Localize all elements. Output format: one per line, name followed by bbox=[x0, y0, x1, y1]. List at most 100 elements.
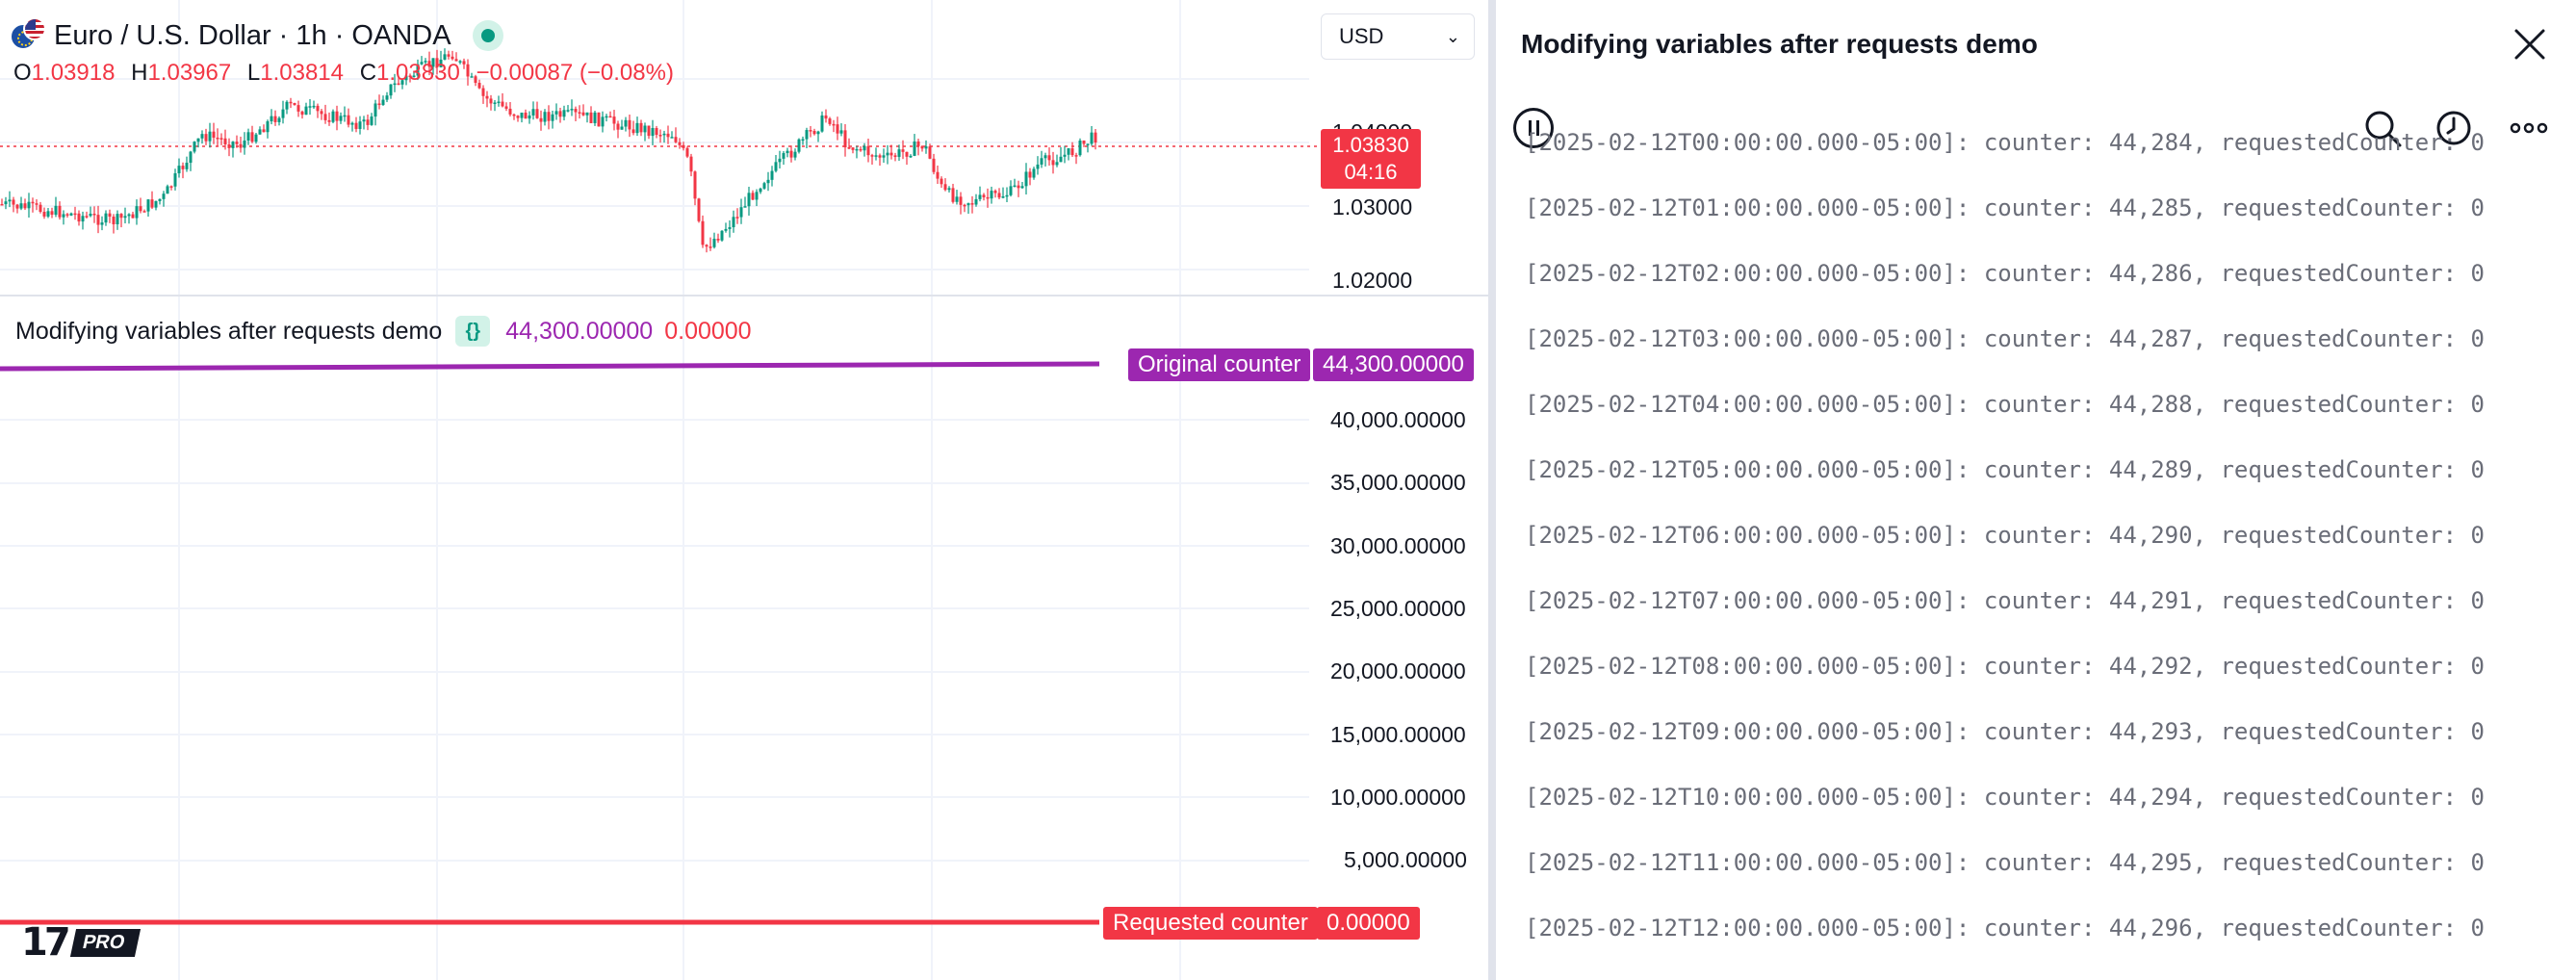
pine-logs-panel: Modifying variables after requests demo … bbox=[1496, 0, 2576, 980]
clock-icon bbox=[2436, 111, 2471, 145]
indicator-pane[interactable] bbox=[0, 297, 1488, 980]
candle bbox=[227, 144, 231, 148]
tradingview-logo[interactable]: 17 PRO bbox=[21, 920, 142, 965]
price-chart[interactable] bbox=[0, 0, 1488, 295]
candle bbox=[743, 206, 747, 208]
candle bbox=[350, 122, 354, 125]
candle bbox=[551, 114, 554, 121]
candle bbox=[897, 149, 901, 157]
log-line[interactable]: [2025-02-12T09:00:00.000-05:00]: counter… bbox=[1525, 718, 2485, 745]
candle bbox=[997, 193, 1001, 198]
candle bbox=[662, 133, 666, 136]
candle bbox=[65, 214, 69, 216]
candle bbox=[289, 101, 293, 104]
symbol-title[interactable]: Euro / U.S. Dollar · 1h · OANDA bbox=[54, 19, 451, 51]
market-open-status-icon[interactable] bbox=[472, 20, 503, 51]
indicator-name[interactable]: Modifying variables after requests demo bbox=[15, 317, 443, 345]
log-line[interactable]: [2025-02-12T07:00:00.000-05:00]: counter… bbox=[1525, 587, 2485, 614]
candle bbox=[1013, 185, 1017, 188]
candle bbox=[712, 239, 716, 247]
candle bbox=[320, 111, 323, 115]
candle bbox=[397, 83, 400, 86]
symbol-legend[interactable]: Euro / U.S. Dollar · 1h · OANDA bbox=[10, 17, 503, 54]
candle bbox=[535, 109, 539, 118]
candle bbox=[58, 205, 62, 218]
candle bbox=[855, 148, 859, 151]
high-label: H bbox=[131, 60, 148, 86]
source-code-icon[interactable]: {} bbox=[455, 316, 491, 347]
indicator-axis-label: 15,000.00000 bbox=[1330, 722, 1466, 747]
log-list[interactable]: [2025-02-12T00:00:00.000-05:00]: counter… bbox=[1525, 110, 2555, 961]
close-button[interactable] bbox=[2509, 23, 2551, 65]
pane-separator[interactable] bbox=[0, 295, 1488, 297]
candle bbox=[231, 142, 235, 148]
requested-counter-tag: Requested counter bbox=[1103, 907, 1318, 940]
log-line[interactable]: [2025-02-12T01:00:00.000-05:00]: counter… bbox=[1525, 194, 2485, 221]
candle bbox=[932, 158, 936, 172]
candle bbox=[531, 109, 535, 116]
log-line[interactable]: [2025-02-12T05:00:00.000-05:00]: counter… bbox=[1525, 456, 2485, 483]
candle bbox=[262, 129, 266, 133]
candle bbox=[19, 203, 23, 209]
candle bbox=[993, 191, 997, 193]
log-line[interactable]: [2025-02-12T00:00:00.000-05:00]: counter… bbox=[1525, 129, 2485, 156]
candle bbox=[905, 151, 909, 157]
pause-button[interactable] bbox=[1511, 106, 1556, 150]
candle bbox=[824, 115, 828, 119]
log-line[interactable]: [2025-02-12T12:00:00.000-05:00]: counter… bbox=[1525, 915, 2485, 941]
more-options-button[interactable] bbox=[2507, 106, 2551, 150]
log-line[interactable]: [2025-02-12T10:00:00.000-05:00]: counter… bbox=[1525, 784, 2485, 811]
candle bbox=[381, 99, 385, 106]
candle bbox=[524, 112, 528, 119]
candle bbox=[624, 119, 628, 127]
candle bbox=[316, 105, 320, 112]
candle bbox=[243, 141, 246, 148]
candle bbox=[127, 214, 131, 217]
time-filter-button[interactable] bbox=[2432, 106, 2476, 150]
candle bbox=[400, 80, 404, 85]
log-line[interactable]: [2025-02-12T11:00:00.000-05:00]: counter… bbox=[1525, 849, 2485, 876]
indicator-legend[interactable]: Modifying variables after requests demo … bbox=[15, 316, 752, 347]
log-line[interactable]: [2025-02-12T04:00:00.000-05:00]: counter… bbox=[1525, 391, 2485, 418]
candle bbox=[797, 139, 801, 152]
candle bbox=[123, 216, 127, 219]
candle bbox=[708, 246, 712, 248]
candle bbox=[212, 131, 216, 138]
candle bbox=[374, 103, 377, 117]
candle bbox=[104, 213, 108, 223]
indicator-axis-label: 10,000.00000 bbox=[1330, 785, 1466, 810]
candle bbox=[943, 184, 947, 191]
currency-select[interactable]: USD ⌄ bbox=[1321, 13, 1475, 60]
chart-panel[interactable]: Euro / U.S. Dollar · 1h · OANDA O1.03918… bbox=[0, 0, 1488, 980]
candle bbox=[832, 123, 836, 126]
panel-divider[interactable] bbox=[1488, 0, 1496, 980]
candle bbox=[385, 95, 389, 100]
pause-icon bbox=[1513, 108, 1554, 148]
log-line[interactable]: [2025-02-12T08:00:00.000-05:00]: counter… bbox=[1525, 653, 2485, 680]
log-line[interactable]: [2025-02-12T03:00:00.000-05:00]: counter… bbox=[1525, 325, 2485, 352]
candle bbox=[658, 135, 662, 137]
candle bbox=[246, 132, 250, 142]
candle bbox=[828, 118, 832, 124]
candle bbox=[631, 129, 635, 134]
open-value: 1.03918 bbox=[31, 60, 116, 86]
candle bbox=[443, 54, 447, 60]
candle bbox=[1032, 168, 1036, 178]
log-line[interactable]: [2025-02-12T06:00:00.000-05:00]: counter… bbox=[1525, 522, 2485, 549]
candle bbox=[805, 130, 809, 140]
candle bbox=[982, 194, 986, 197]
candle bbox=[219, 138, 223, 140]
candle bbox=[1001, 196, 1005, 198]
candle bbox=[639, 122, 643, 133]
search-button[interactable] bbox=[2360, 106, 2405, 150]
candle bbox=[766, 179, 770, 184]
candle bbox=[732, 217, 735, 228]
log-line[interactable]: [2025-02-12T02:00:00.000-05:00]: counter… bbox=[1525, 260, 2485, 287]
candle bbox=[166, 186, 169, 194]
candle bbox=[4, 201, 8, 205]
candle bbox=[293, 103, 296, 106]
candle bbox=[1043, 155, 1047, 159]
candle bbox=[762, 183, 766, 189]
candle bbox=[689, 156, 693, 172]
candle bbox=[816, 131, 820, 135]
